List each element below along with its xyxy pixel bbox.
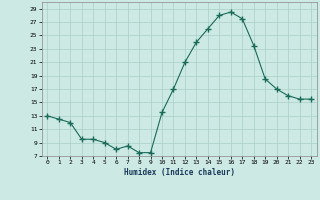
X-axis label: Humidex (Indice chaleur): Humidex (Indice chaleur): [124, 168, 235, 177]
